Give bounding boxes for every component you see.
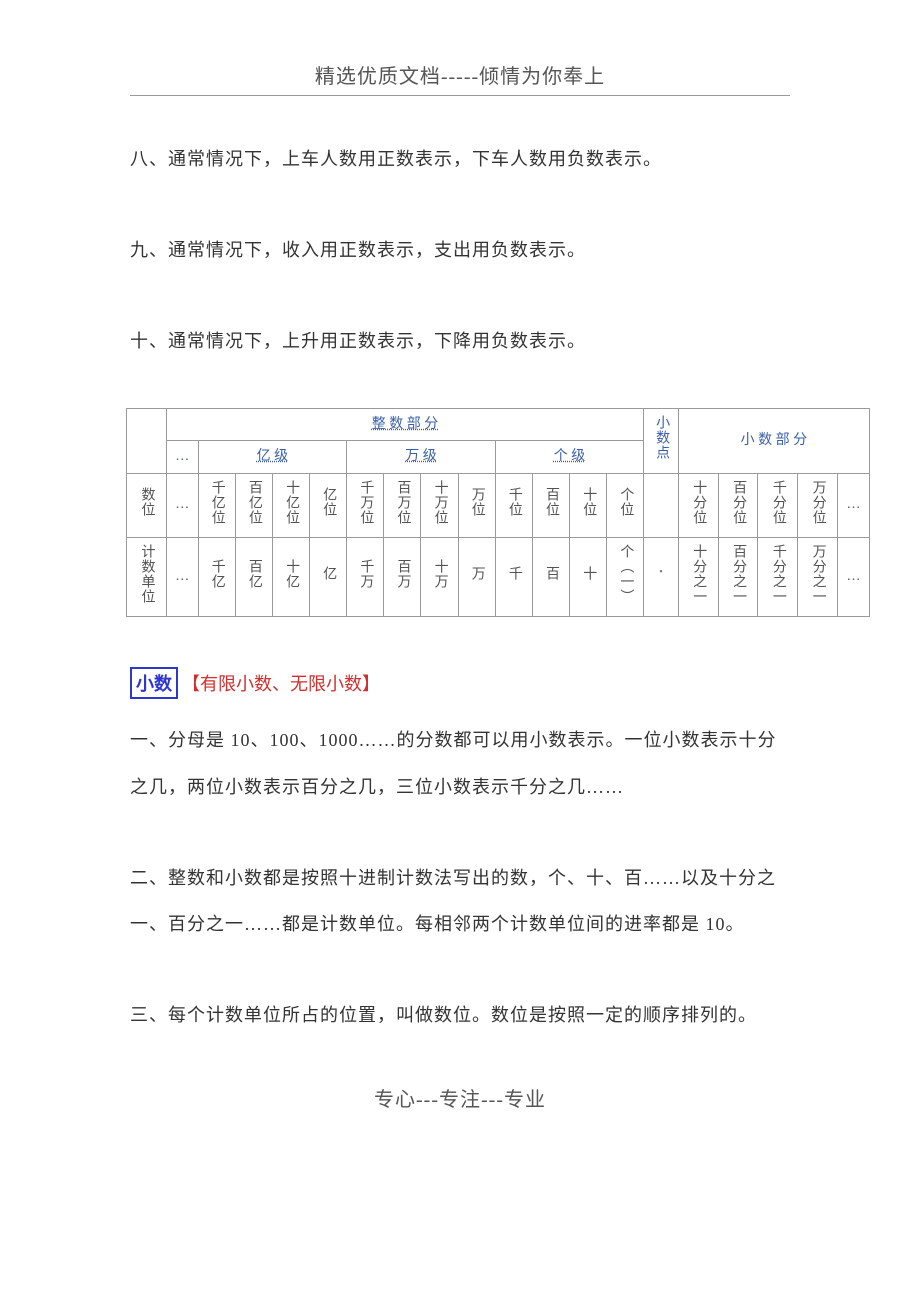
header-prefix: 精选优质文档 xyxy=(315,66,441,88)
digit-place-cell: 个位 xyxy=(607,473,644,537)
digit-place-cell: 千万位 xyxy=(347,473,384,537)
header-rule xyxy=(130,95,790,96)
footer-a: 专心 xyxy=(374,1089,416,1111)
digit-place-cell: 百位 xyxy=(532,473,569,537)
digit-place-label: 数位 xyxy=(127,473,167,537)
paragraph-9: 九、通常情况下，收入用正数表示，支出用负数表示。 xyxy=(130,227,790,274)
count-unit-cell: 百亿 xyxy=(235,537,272,616)
digit-place-cell: 百分位 xyxy=(718,473,758,537)
int-dots-header: … xyxy=(166,441,198,473)
decimal-part-header: 小 数 部 分 xyxy=(678,409,869,473)
count-unit-cell: 十万 xyxy=(421,537,458,616)
footer-c: 专业 xyxy=(504,1089,546,1111)
page-footer: 专心---专注---专业 xyxy=(130,1083,790,1112)
section-box-label: 小数 xyxy=(130,667,178,699)
digit-place-cell: 十亿位 xyxy=(272,473,309,537)
digit-place-cell: 百万位 xyxy=(384,473,421,537)
count-unit-row: 计数单位 … 千亿 百亿 十亿 亿 千万 百万 十万 万 千 百 十 个（一） … xyxy=(127,537,870,616)
dots-cell: … xyxy=(837,537,869,616)
digit-place-cell: 亿位 xyxy=(310,473,347,537)
place-value-table: 整 数 部 分 小数点 小 数 部 分 … 亿 级 万 级 xyxy=(126,408,870,617)
digit-place-cell: 千位 xyxy=(495,473,532,537)
count-unit-cell: 千分之一 xyxy=(758,537,798,616)
paragraph-10: 十、通常情况下，上升用正数表示，下降用负数表示。 xyxy=(130,318,790,365)
section-p3: 三、每个计数单位所占的位置，叫做数位。数位是按照一定的顺序排列的。 xyxy=(130,992,790,1039)
header-suffix: 倾情为你奉上 xyxy=(479,66,605,88)
count-unit-cell: 千 xyxy=(495,537,532,616)
count-unit-cell: 百分之一 xyxy=(718,537,758,616)
count-unit-cell: 百 xyxy=(532,537,569,616)
footer-sep1: --- xyxy=(416,1089,439,1111)
section-body: 一、分母是 10、100、1000……的分数都可以用小数表示。一位小数表示十分之… xyxy=(130,717,790,1039)
count-unit-cell: 十分之一 xyxy=(678,537,718,616)
digit-place-cell: 百亿位 xyxy=(235,473,272,537)
count-unit-cell: 百万 xyxy=(384,537,421,616)
footer-b: 专注 xyxy=(439,1089,481,1111)
digit-place-cell: 千分位 xyxy=(758,473,798,537)
dots-cell: … xyxy=(166,473,198,537)
count-unit-cell: 万分之一 xyxy=(798,537,838,616)
digit-place-cell: 十万位 xyxy=(421,473,458,537)
digit-place-cell: 十位 xyxy=(570,473,607,537)
count-unit-cell: 个（一） xyxy=(607,537,644,616)
wan-level-header: 万 级 xyxy=(347,441,496,473)
table-header-row-1: 整 数 部 分 小数点 小 数 部 分 xyxy=(127,409,870,441)
footer-sep2: --- xyxy=(481,1089,504,1111)
yi-level-header: 亿 级 xyxy=(198,441,347,473)
section-heading: 小数【有限小数、无限小数】 xyxy=(130,667,790,699)
count-unit-cell: 千万 xyxy=(347,537,384,616)
section-bracket-text: 【有限小数、无限小数】 xyxy=(182,674,380,694)
decimal-point-header: 小数点 xyxy=(644,409,678,473)
body-text-block: 八、通常情况下，上车人数用正数表示，下车人数用负数表示。 九、通常情况下，收入用… xyxy=(130,136,790,364)
digit-place-cell: 十分位 xyxy=(678,473,718,537)
count-unit-cell: 千亿 xyxy=(198,537,235,616)
section-p1: 一、分母是 10、100、1000……的分数都可以用小数表示。一位小数表示十分之… xyxy=(130,717,790,811)
ge-level-header: 个 级 xyxy=(495,441,644,473)
count-unit-cell: 万 xyxy=(458,537,495,616)
corner-empty xyxy=(127,409,167,473)
decimal-point-dot: • xyxy=(644,537,678,616)
decimal-point-empty xyxy=(644,473,678,537)
count-unit-cell: 亿 xyxy=(310,537,347,616)
count-unit-cell: 十 xyxy=(570,537,607,616)
dots-cell: … xyxy=(166,537,198,616)
paragraph-8: 八、通常情况下，上车人数用正数表示，下车人数用负数表示。 xyxy=(130,136,790,183)
integer-part-header: 整 数 部 分 xyxy=(166,409,644,441)
dots-cell: … xyxy=(837,473,869,537)
page-header: 精选优质文档-----倾情为你奉上 xyxy=(130,60,790,89)
digit-place-cell: 千亿位 xyxy=(198,473,235,537)
document-page: 精选优质文档-----倾情为你奉上 八、通常情况下，上车人数用正数表示，下车人数… xyxy=(0,0,920,1152)
digit-place-cell: 万位 xyxy=(458,473,495,537)
header-dashes: ----- xyxy=(441,66,479,88)
digit-place-row: 数位 … 千亿位 百亿位 十亿位 亿位 千万位 百万位 十万位 万位 千位 百位… xyxy=(127,473,870,537)
count-unit-cell: 十亿 xyxy=(272,537,309,616)
section-p2: 二、整数和小数都是按照十进制计数法写出的数，个、十、百……以及十分之一、百分之一… xyxy=(130,855,790,949)
place-value-table-wrap: 整 数 部 分 小数点 小 数 部 分 … 亿 级 万 级 xyxy=(126,408,870,617)
count-unit-label: 计数单位 xyxy=(127,537,167,616)
digit-place-cell: 万分位 xyxy=(798,473,838,537)
